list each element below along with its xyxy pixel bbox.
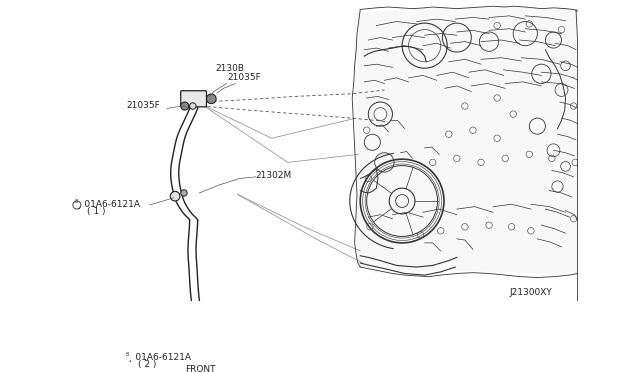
Text: 8: 8 (126, 352, 129, 357)
Text: 21035F: 21035F (127, 101, 161, 110)
Text: J21300XY: J21300XY (509, 288, 552, 297)
Polygon shape (354, 7, 578, 275)
Text: FRONT: FRONT (185, 365, 215, 372)
Circle shape (180, 102, 189, 110)
Text: ( 2 ): ( 2 ) (138, 360, 156, 369)
Text: ¸ 01A6-6121A: ¸ 01A6-6121A (129, 353, 191, 362)
Text: ¸ 01A6-6121A: ¸ 01A6-6121A (77, 200, 140, 209)
Circle shape (207, 94, 216, 104)
Circle shape (170, 191, 180, 201)
Text: 21035F: 21035F (227, 73, 261, 82)
Text: 21302M: 21302M (255, 171, 292, 180)
Circle shape (180, 190, 187, 196)
Circle shape (179, 342, 190, 353)
Circle shape (189, 103, 196, 109)
FancyBboxPatch shape (180, 91, 207, 107)
Text: 2130B: 2130B (215, 64, 244, 73)
Text: 8: 8 (74, 199, 77, 203)
Text: ( 1 ): ( 1 ) (86, 207, 105, 216)
Circle shape (182, 345, 187, 350)
